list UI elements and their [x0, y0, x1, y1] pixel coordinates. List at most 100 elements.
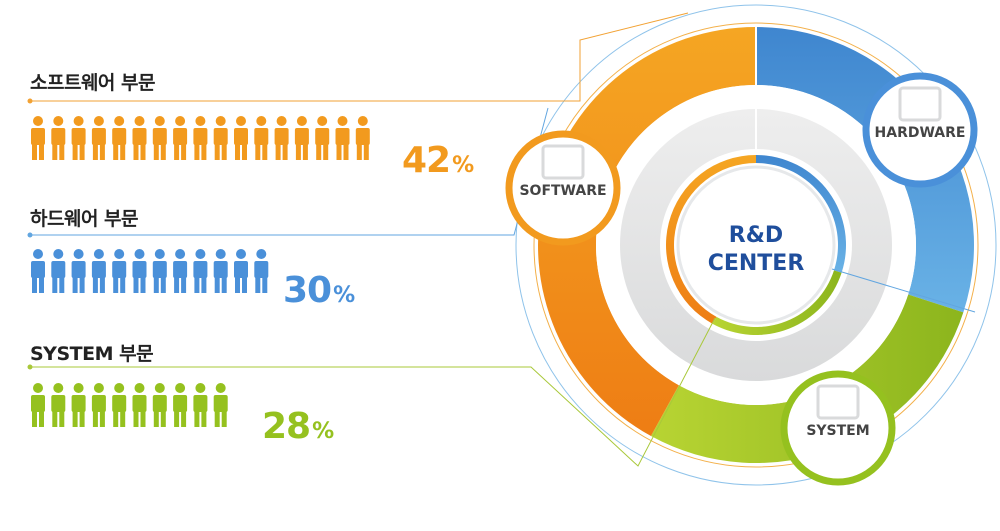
- person-head: [33, 383, 43, 393]
- person-head: [114, 116, 125, 126]
- person-leg: [221, 143, 227, 160]
- person-leg: [160, 143, 166, 160]
- person-head: [317, 116, 328, 126]
- person-leg: [39, 410, 44, 427]
- person-head: [134, 249, 145, 259]
- person-body: [355, 128, 370, 145]
- person-leg: [181, 410, 187, 427]
- person-leg: [214, 143, 220, 160]
- person-leg: [79, 410, 85, 427]
- people-row-hardware: [31, 249, 269, 293]
- person-icon: [173, 383, 188, 427]
- person-head: [236, 249, 246, 259]
- person-leg: [39, 276, 44, 293]
- person-leg: [153, 410, 159, 427]
- person-leg: [79, 276, 85, 293]
- center-label-line: CENTER: [708, 251, 805, 276]
- person-leg: [221, 276, 227, 293]
- person-body: [294, 128, 309, 145]
- person-leg: [343, 143, 349, 160]
- person-head: [93, 116, 104, 126]
- person-leg: [92, 143, 98, 160]
- label-hardware: 하드웨어 부문: [30, 208, 139, 230]
- person-head: [154, 249, 165, 259]
- person-leg: [92, 410, 98, 427]
- person-leg: [99, 143, 105, 160]
- person-body: [193, 395, 208, 412]
- person-body: [254, 261, 269, 278]
- person-leg: [133, 143, 139, 160]
- person-leg: [235, 143, 240, 160]
- person-head: [215, 249, 226, 259]
- person-icon: [71, 116, 86, 160]
- person-icon: [152, 249, 167, 293]
- software-connector-line: [30, 12, 689, 102]
- person-body: [132, 128, 147, 145]
- person-head: [33, 249, 43, 259]
- person-leg: [181, 276, 187, 293]
- person-icon: [213, 249, 228, 293]
- person-head: [73, 249, 84, 259]
- person-body: [213, 128, 228, 145]
- person-body: [112, 395, 127, 412]
- person-head: [236, 116, 246, 126]
- person-leg: [133, 410, 139, 427]
- person-body: [193, 128, 208, 145]
- person-leg: [242, 143, 247, 160]
- value-system: 28%: [262, 406, 334, 447]
- people-row-system: [31, 383, 228, 427]
- person-body: [31, 395, 45, 412]
- person-head: [195, 383, 206, 393]
- person-icon: [71, 383, 86, 427]
- person-leg: [336, 143, 342, 160]
- person-body: [51, 395, 66, 412]
- hardware-segment: [756, 27, 974, 313]
- system-connector-line: [30, 317, 716, 467]
- person-head: [114, 383, 125, 393]
- person-leg: [72, 143, 78, 160]
- person-icon: [315, 116, 330, 160]
- person-leg: [32, 410, 37, 427]
- connector-dot: [27, 364, 33, 370]
- software-inner-arc: [666, 155, 756, 324]
- hardware-device-icon: [898, 86, 942, 122]
- person-head: [93, 249, 104, 259]
- person-icon: [213, 383, 228, 427]
- software-badge-ring: [505, 130, 621, 246]
- person-icon: [51, 249, 66, 293]
- person-leg: [113, 276, 119, 293]
- center-circle: [676, 165, 836, 325]
- person-leg: [32, 143, 37, 160]
- person-leg: [120, 410, 126, 427]
- person-leg: [235, 276, 240, 293]
- person-leg: [113, 410, 119, 427]
- person-icon: [173, 116, 188, 160]
- person-head: [114, 249, 125, 259]
- person-head: [93, 383, 104, 393]
- person-body: [132, 395, 147, 412]
- software-badge-label: SOFTWARE: [519, 183, 606, 199]
- person-leg: [214, 276, 220, 293]
- person-head: [175, 383, 186, 393]
- person-head: [154, 116, 165, 126]
- person-leg: [295, 143, 301, 160]
- person-leg: [201, 143, 207, 160]
- person-body: [71, 395, 86, 412]
- person-icon: [51, 383, 66, 427]
- person-leg: [262, 143, 268, 160]
- value-hardware: 30%: [283, 270, 355, 311]
- person-body: [213, 261, 228, 278]
- person-body: [152, 395, 167, 412]
- person-icon: [112, 116, 127, 160]
- person-body: [274, 128, 289, 145]
- person-leg: [52, 143, 58, 160]
- person-body: [213, 395, 228, 412]
- person-head: [134, 116, 145, 126]
- person-leg: [79, 143, 85, 160]
- person-leg: [363, 143, 369, 160]
- person-leg: [160, 276, 166, 293]
- person-icon: [274, 116, 289, 160]
- person-head: [296, 116, 307, 126]
- person-icon: [51, 116, 66, 160]
- person-leg: [221, 410, 227, 427]
